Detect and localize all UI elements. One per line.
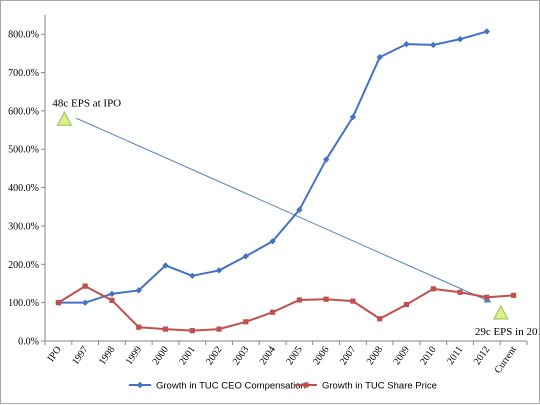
data-point-square xyxy=(162,326,169,332)
data-point-diamond xyxy=(135,287,142,294)
x-tick-label: 2012 xyxy=(472,344,492,367)
legend-marker-square xyxy=(303,382,309,388)
data-point-diamond xyxy=(456,35,464,43)
annotations: 48c EPS at IPO 29c EPS in 2012 xyxy=(52,97,540,338)
data-point-square xyxy=(323,296,329,302)
annotation-2012-eps: 29c EPS in 2012 xyxy=(475,326,540,338)
data-point-diamond xyxy=(430,41,437,49)
data-point-square xyxy=(350,298,356,304)
legend: Growth in TUC CEO Compensation Growth in … xyxy=(129,381,437,392)
x-tick-label: 2000 xyxy=(150,344,170,367)
x-tick-label: 2003 xyxy=(231,344,251,367)
x-tick-label: 2010 xyxy=(418,344,438,367)
legend-label: Growth in TUC CEO Compensation xyxy=(156,381,306,392)
x-tick-label: 2009 xyxy=(391,344,411,367)
series-line xyxy=(58,30,488,304)
annotation-arrow xyxy=(76,117,492,303)
y-tick-label: 0.0% xyxy=(18,337,39,348)
data-point-square xyxy=(270,309,276,315)
data-point-diamond xyxy=(403,40,410,48)
data-point-diamond xyxy=(242,253,250,260)
data-point-square xyxy=(243,319,249,325)
legend-marker-diamond xyxy=(136,381,144,389)
y-tick-label: 200.0% xyxy=(8,260,39,271)
eps-arrow xyxy=(76,117,492,303)
axes: 0.0% 100.0% 200.0% 300.0% 400.0% 500.0% 600.0%… xyxy=(8,15,528,376)
x-tick-label: 2002 xyxy=(204,344,224,367)
data-point-square xyxy=(109,297,115,303)
x-tick-label: Current xyxy=(493,344,520,376)
data-point-square xyxy=(189,328,195,334)
data-point-square xyxy=(511,292,517,298)
data-point-diamond xyxy=(322,156,330,163)
series-share-price xyxy=(55,283,517,334)
data-point-diamond xyxy=(162,262,169,269)
y-tick-label: 700.0% xyxy=(8,68,39,79)
triangle-marker-icon xyxy=(492,304,509,320)
data-point-diamond xyxy=(81,299,89,306)
legend-label: Growth in TUC Share Price xyxy=(322,381,437,392)
annotation-ipo-eps: 48c EPS at IPO xyxy=(52,97,121,109)
x-tick-label: 2007 xyxy=(338,344,358,367)
y-tick-label: 500.0% xyxy=(8,145,39,156)
y-tick-label: 400.0% xyxy=(8,183,39,194)
data-point-square xyxy=(457,289,463,295)
x-tick-label: 2011 xyxy=(445,344,465,366)
data-point-square xyxy=(55,300,61,306)
data-point-diamond xyxy=(269,238,276,245)
x-tick-label: 2001 xyxy=(177,344,197,367)
data-point-diamond xyxy=(376,53,383,61)
data-point-diamond xyxy=(296,206,303,214)
series-ceo-compensation xyxy=(55,28,491,306)
data-point-square xyxy=(377,316,383,322)
triangle-marker-icon xyxy=(56,111,73,126)
y-tick-label: 800.0% xyxy=(8,30,39,41)
data-point-diamond xyxy=(215,267,223,274)
x-tick-label: 1999 xyxy=(124,344,144,367)
data-point-diamond xyxy=(189,272,196,279)
data-point-square xyxy=(403,301,410,308)
data-point-square xyxy=(82,283,88,289)
y-tick-label: 100.0% xyxy=(8,298,39,309)
data-point-diamond xyxy=(108,290,116,298)
data-point-square xyxy=(216,326,222,332)
y-tick-label: 600.0% xyxy=(8,106,39,117)
series-line xyxy=(57,285,514,332)
data-point-square xyxy=(296,297,302,303)
x-tick-label: 2005 xyxy=(284,344,304,367)
x-tick-label: 2004 xyxy=(258,344,278,367)
data-point-diamond xyxy=(483,28,491,35)
data-point-diamond xyxy=(349,113,357,121)
x-tick-label: 1997 xyxy=(70,344,90,367)
x-tick-label: 2006 xyxy=(311,344,331,367)
x-tick-label: IPO xyxy=(46,344,64,364)
y-tick-label: 300.0% xyxy=(8,221,39,232)
x-tick-label: 2008 xyxy=(365,344,385,367)
data-point-square xyxy=(430,286,436,292)
series xyxy=(55,28,517,334)
data-point-square xyxy=(136,324,142,330)
data-point-square xyxy=(484,294,490,300)
x-tick-label: 1998 xyxy=(97,344,117,367)
